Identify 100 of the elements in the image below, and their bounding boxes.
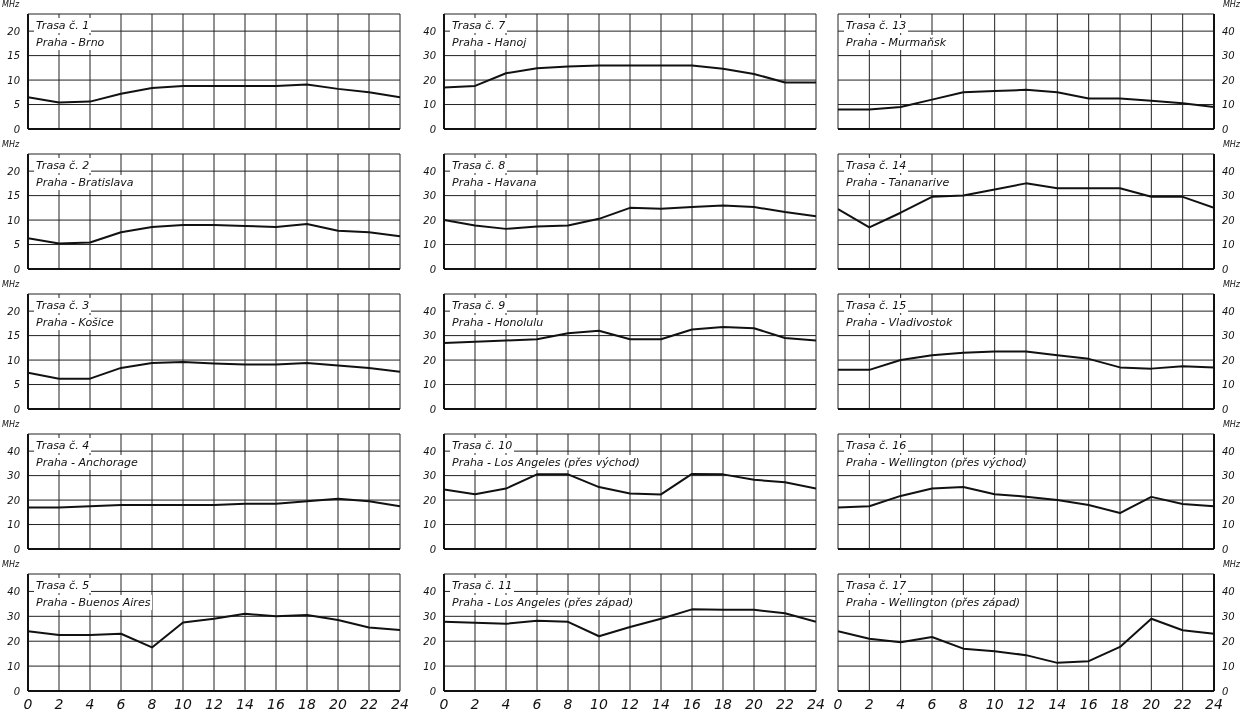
y-tick-label: 10 xyxy=(7,660,20,672)
y2-tick-label: 20 xyxy=(1222,74,1235,86)
y-tick-label: 20 xyxy=(423,214,436,226)
y2-tick-label: 40 xyxy=(1222,585,1235,597)
x-tick-label: 6 xyxy=(116,695,126,712)
y2-axis-title: MHz xyxy=(1222,420,1240,429)
y2-tick-label: 30 xyxy=(1222,330,1235,342)
y-axis-title: MHz xyxy=(2,560,20,569)
y2-tick-label: 10 xyxy=(1222,99,1235,111)
y2-tick-label: 20 xyxy=(1222,494,1235,506)
y-tick-label: 10 xyxy=(423,379,436,391)
y2-tick-label: 10 xyxy=(1222,660,1235,672)
text: Trasa č. 16 xyxy=(844,438,909,453)
y-tick-label: 20 xyxy=(423,74,436,86)
y-tick-label: 0 xyxy=(13,685,20,697)
y-tick-label: 15 xyxy=(7,50,20,62)
x-tick-label: 8 xyxy=(563,695,573,712)
y-tick-label: 0 xyxy=(429,685,436,697)
y-tick-label: 0 xyxy=(429,123,436,135)
y-tick-label: 10 xyxy=(423,660,436,672)
x-tick-label: 12 xyxy=(205,695,223,712)
x-tick-label: 20 xyxy=(329,695,347,712)
text: Praha - Košice xyxy=(34,315,116,330)
x-tick-label: 12 xyxy=(621,695,639,712)
y2-tick-label: 30 xyxy=(1222,470,1235,482)
x-tick-label: 24 xyxy=(807,695,825,712)
text: Praha - Honolulu xyxy=(450,315,546,330)
y-tick-label: 30 xyxy=(423,330,436,342)
y-tick-label: 10 xyxy=(423,99,436,111)
x-tick-label: 8 xyxy=(958,695,968,712)
x-tick-label: 24 xyxy=(391,695,409,712)
y-tick-label: 20 xyxy=(7,25,20,37)
y-tick-label: 40 xyxy=(423,25,436,37)
y-tick-label: 0 xyxy=(13,543,20,555)
y-tick-label: 0 xyxy=(13,263,20,275)
y2-axis-title: MHz xyxy=(1222,0,1240,9)
y2-tick-label: 30 xyxy=(1222,190,1235,202)
y-tick-label: 40 xyxy=(423,585,436,597)
text: Trasa č. 1 xyxy=(34,18,92,33)
y-tick-label: 20 xyxy=(7,305,20,317)
x-tick-label: 18 xyxy=(298,695,316,712)
y-tick-label: 0 xyxy=(429,543,436,555)
y-tick-label: 30 xyxy=(423,470,436,482)
x-tick-label: 18 xyxy=(714,695,732,712)
y2-tick-label: 30 xyxy=(1222,610,1235,622)
x-tick-label: 14 xyxy=(652,695,670,712)
text: Trasa č. 2 xyxy=(34,158,92,173)
y-tick-label: 5 xyxy=(13,239,20,251)
text: Trasa č. 17 xyxy=(844,578,909,593)
x-tick-label: 8 xyxy=(147,695,157,712)
x-tick-label: 14 xyxy=(1048,695,1067,712)
x-tick-label: 24 xyxy=(1205,695,1223,712)
y-tick-label: 20 xyxy=(7,635,20,647)
x-tick-label: 2 xyxy=(54,695,64,712)
text: Trasa č. 8 xyxy=(450,158,508,173)
x-tick-label: 20 xyxy=(745,695,763,712)
y2-tick-label: 0 xyxy=(1222,263,1229,275)
y-tick-label: 20 xyxy=(423,494,436,506)
y-tick-label: 5 xyxy=(13,379,20,391)
y-tick-label: 15 xyxy=(7,190,20,202)
y-tick-label: 20 xyxy=(423,354,436,366)
y-tick-label: 20 xyxy=(423,635,436,647)
x-tick-label: 4 xyxy=(85,695,95,712)
x-tick-label: 22 xyxy=(360,695,378,712)
y2-tick-label: 20 xyxy=(1222,354,1235,366)
x-tick-label: 6 xyxy=(927,695,937,712)
y-tick-label: 0 xyxy=(429,263,436,275)
text: Praha - Anchorage xyxy=(34,455,140,470)
text: Praha - Wellington (přes západ) xyxy=(844,595,1023,610)
x-tick-label: 18 xyxy=(1111,695,1129,712)
x-tick-label: 12 xyxy=(1017,695,1035,712)
y2-tick-label: 0 xyxy=(1222,543,1229,555)
x-tick-label: 16 xyxy=(1079,695,1098,712)
y-tick-label: 20 xyxy=(7,494,20,506)
text: Praha - Brno xyxy=(34,35,107,50)
y-tick-label: 0 xyxy=(13,123,20,135)
x-tick-label: 4 xyxy=(896,695,906,712)
text: Trasa č. 11 xyxy=(450,578,515,593)
text: Trasa č. 4 xyxy=(34,438,92,453)
text: Trasa č. 13 xyxy=(844,18,909,33)
text: Praha - Los Angeles (přes východ) xyxy=(450,455,642,470)
text: Trasa č. 9 xyxy=(450,298,508,313)
x-tick-label: 14 xyxy=(236,695,254,712)
y-axis-title: MHz xyxy=(2,420,20,429)
text: Trasa č. 7 xyxy=(450,18,508,33)
y-tick-label: 10 xyxy=(7,214,20,226)
x-tick-label: 10 xyxy=(985,695,1004,712)
y-axis-title: MHz xyxy=(2,280,20,289)
text: Praha - Havana xyxy=(450,175,539,190)
y2-tick-label: 40 xyxy=(1222,25,1235,37)
x-tick-label: 2 xyxy=(864,695,874,712)
y-tick-label: 30 xyxy=(7,610,20,622)
x-tick-label: 22 xyxy=(776,695,794,712)
y-axis-title: MHz xyxy=(2,140,20,149)
text: Praha - Hanoj xyxy=(450,35,529,50)
x-tick-label: 22 xyxy=(1173,695,1192,712)
text: Praha - Murmaňsk xyxy=(844,35,949,50)
text: Trasa č. 15 xyxy=(844,298,909,313)
y-tick-label: 10 xyxy=(7,74,20,86)
y2-tick-label: 0 xyxy=(1222,123,1229,135)
